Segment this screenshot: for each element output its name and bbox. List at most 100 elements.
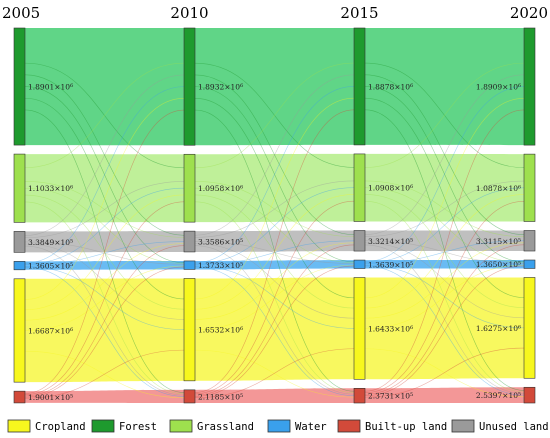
flow-strand-water-to-cropland xyxy=(364,264,525,329)
node-labels: 1.8901×10⁶ 1.1033×10⁶ 3.3849×10⁵ 1.3605×10⁵… xyxy=(28,82,521,402)
node-builtup-2005 xyxy=(13,390,26,404)
node-label-builtup-2020: 2.5397×10⁵ xyxy=(476,391,521,400)
legend-label-forest: Forest xyxy=(119,421,157,433)
flow-strand-grassland-to-water xyxy=(194,187,355,263)
flow-strand-water-to-builtup xyxy=(364,265,525,396)
year-label-2010: 2010 xyxy=(170,4,208,22)
flow-band-grassland xyxy=(25,154,184,223)
flow-strand-builtup-to-cropland xyxy=(364,347,525,398)
flow-strand-unused-to-water xyxy=(364,240,525,264)
flow-strand-cropland-to-builtup xyxy=(194,349,355,398)
node-label-water-2005: 1.3605×10⁵ xyxy=(28,262,73,271)
flow-strand-builtup-to-grassland xyxy=(364,200,525,394)
flow-strand-grassland-to-builtup xyxy=(364,200,525,393)
flow-strand-grassland-to-builtup xyxy=(194,201,355,394)
flow-strand-water-to-unused xyxy=(364,240,525,264)
year-label-2005: 2005 xyxy=(2,4,40,22)
flow-strand-water-to-grassland xyxy=(364,187,525,263)
flow-strand-builtup-to-grassland xyxy=(24,201,185,395)
flow-band-cropland xyxy=(365,277,524,380)
flow-band-unused xyxy=(195,230,354,252)
node-label-builtup-2010: 2.1185×10⁵ xyxy=(198,392,243,401)
flow-band-cropland xyxy=(25,278,184,383)
flow-strand-forest-to-builtup xyxy=(364,109,525,391)
flow-strand-forest-to-cropland xyxy=(364,97,525,298)
node-label-grassland-2015: 1.0908×10⁶ xyxy=(368,184,413,193)
node-grassland-2015 xyxy=(353,153,366,222)
flow-strand-builtup-to-forest xyxy=(364,109,525,392)
flow-strand-cropland-to-forest xyxy=(24,98,185,300)
node-label-cropland-2020: 1.6275×10⁶ xyxy=(476,324,521,333)
flow-band-forest xyxy=(365,28,524,146)
legend-label-built-up-land: Built-up land xyxy=(365,421,447,433)
flow-strand-grassland-to-forest xyxy=(194,62,355,169)
node-label-unused-2020: 3.3115×10⁵ xyxy=(476,237,521,246)
flow-strand-water-to-forest xyxy=(364,86,525,263)
flow-strand-builtup-to-cropland xyxy=(194,348,355,399)
flow-strands xyxy=(24,62,525,399)
legend-swatch-forest xyxy=(91,419,115,433)
node-label-grassland-2010: 1.0958×10⁶ xyxy=(198,184,243,193)
flow-strand-grassland-to-forest xyxy=(364,62,525,168)
node-cropland-2005 xyxy=(13,278,26,383)
flow-strand-water-to-unused xyxy=(194,240,355,265)
flow-strand-water-to-grassland xyxy=(24,187,185,265)
node-forest-2015 xyxy=(353,27,366,146)
flow-strand-cropland-to-unused xyxy=(24,243,185,321)
flow-band-forest xyxy=(195,28,354,146)
node-water-2005 xyxy=(13,261,26,271)
flow-band-unused xyxy=(25,231,184,253)
flow-strand-builtup-to-forest xyxy=(194,109,355,393)
flow-band-grassland xyxy=(195,153,354,223)
node-label-grassland-2005: 1.1033×10⁶ xyxy=(28,184,73,193)
legend-label-unused-land: Unused land xyxy=(479,421,549,433)
node-water-2015 xyxy=(353,259,366,269)
flow-strand-cropland-to-grassland xyxy=(24,194,185,311)
node-forest-2005 xyxy=(13,27,26,146)
flow-strand-builtup-to-unused xyxy=(364,244,525,395)
node-label-forest-2020: 1.8909×10⁶ xyxy=(476,83,521,92)
flow-strand-grassland-to-cropland xyxy=(24,194,185,310)
flow-strand-water-to-builtup xyxy=(24,266,185,397)
flow-strand-cropland-to-forest xyxy=(194,97,355,300)
node-builtup-2015 xyxy=(353,387,366,404)
flow-strand-water-to-grassland xyxy=(194,187,355,264)
nodes xyxy=(13,27,536,404)
flow-strand-grassland-to-unused xyxy=(364,180,525,237)
node-label-unused-2005: 3.3849×10⁵ xyxy=(28,238,73,247)
flow-strand-water-to-forest xyxy=(194,86,355,263)
flow-strand-builtup-to-grassland xyxy=(194,200,355,395)
node-grassland-2005 xyxy=(13,153,26,223)
flow-strand-unused-to-forest xyxy=(194,74,355,236)
legend-label-water: Water xyxy=(295,421,327,433)
flow-strand-cropland-to-grassland xyxy=(364,194,525,309)
flow-strand-water-to-forest xyxy=(24,86,185,264)
flow-strand-unused-to-grassland xyxy=(24,181,185,238)
node-builtup-2020 xyxy=(523,386,536,404)
flow-strand-unused-to-forest xyxy=(24,74,185,236)
node-label-water-2010: 1.3733×10⁵ xyxy=(198,261,243,270)
flow-strand-builtup-to-water xyxy=(364,265,525,396)
flow-band-builtup xyxy=(365,387,524,403)
flow-strand-builtup-to-water xyxy=(194,265,355,397)
node-label-cropland-2015: 1.6433×10⁶ xyxy=(368,324,413,333)
node-cropland-2015 xyxy=(353,277,366,380)
flow-strand-unused-to-cropland xyxy=(364,242,525,319)
flow-strand-forest-to-water xyxy=(24,86,185,263)
node-label-unused-2015: 3.3214×10⁵ xyxy=(368,237,413,246)
flow-band-builtup xyxy=(25,389,184,403)
flow-strand-cropland-to-builtup xyxy=(364,348,525,398)
node-forest-2020 xyxy=(523,27,536,146)
flow-strand-unused-to-builtup xyxy=(24,245,185,396)
flow-strand-forest-to-unused xyxy=(194,74,355,235)
legend-swatch-unused-land xyxy=(451,419,475,433)
flow-strand-forest-to-builtup xyxy=(194,109,355,392)
node-label-water-2015: 1.3639×10⁵ xyxy=(368,260,413,269)
flow-bands xyxy=(25,28,524,403)
node-forest-2010 xyxy=(183,27,196,146)
flow-strand-unused-to-cropland xyxy=(194,243,355,319)
flow-band-water xyxy=(25,260,184,270)
flow-strand-cropland-to-builtup xyxy=(24,350,185,399)
legend-swatch-grassland xyxy=(169,419,193,433)
